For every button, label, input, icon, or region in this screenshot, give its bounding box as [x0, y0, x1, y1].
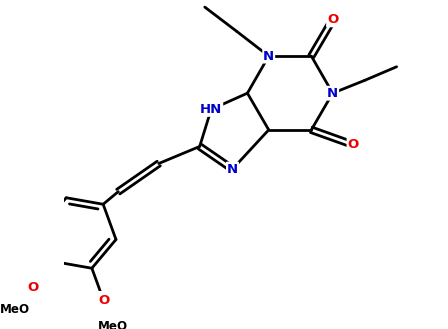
- Text: MeO: MeO: [0, 303, 30, 316]
- Text: N: N: [263, 50, 274, 63]
- Text: MeO: MeO: [98, 320, 128, 329]
- Text: N: N: [327, 87, 338, 100]
- Text: HN: HN: [200, 103, 222, 116]
- Text: O: O: [98, 294, 109, 307]
- Text: O: O: [327, 13, 338, 26]
- Text: N: N: [227, 163, 238, 176]
- Text: O: O: [348, 138, 359, 151]
- Text: O: O: [27, 281, 39, 294]
